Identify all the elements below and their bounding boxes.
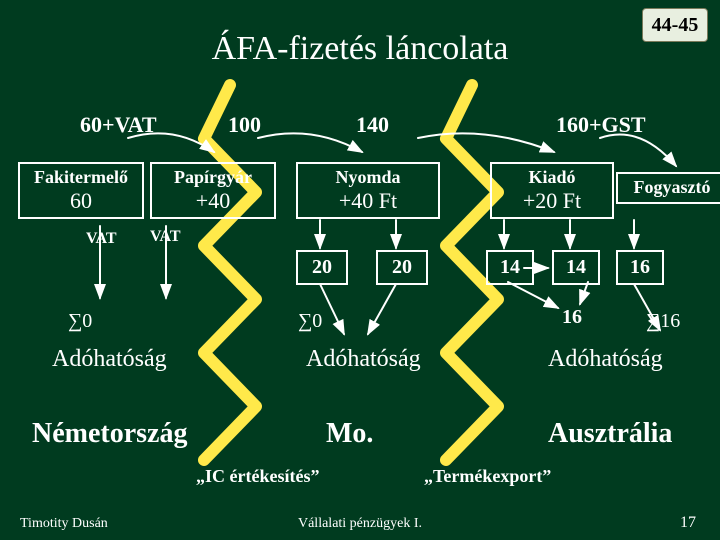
authority-hu: Adóhatóság bbox=[306, 346, 421, 373]
sum-left: ∑0 bbox=[68, 310, 92, 333]
country-germany: Németország bbox=[32, 418, 187, 450]
stage-value: 60 bbox=[26, 188, 136, 213]
country-australia: Ausztrália bbox=[548, 418, 672, 450]
stage-fakitermelo: Fakitermelő 60 bbox=[18, 162, 144, 219]
arrows-and-bolts-layer bbox=[0, 0, 720, 540]
slide-root: 44-45 ÁFA-fizetés láncolata 60+VAT 100 1… bbox=[0, 0, 720, 540]
authority-au: Adóhatóság bbox=[548, 346, 663, 373]
sum-right: ∑16 bbox=[646, 310, 680, 333]
authority-de: Adóhatóság bbox=[52, 346, 167, 373]
stage-name: Kiadó bbox=[498, 168, 606, 188]
stage-value: +20 Ft bbox=[498, 188, 606, 213]
stage-name: Papírgyár bbox=[158, 168, 268, 188]
vat-box-20b: 20 bbox=[376, 250, 428, 285]
footer-page-number: 17 bbox=[680, 514, 696, 532]
stage-fogyaszto: Fogyasztó bbox=[616, 172, 720, 204]
flow-price-140: 140 bbox=[356, 112, 389, 138]
label-ic-sale: „IC értékesítés” bbox=[196, 466, 319, 487]
vat-box-14a: 14 bbox=[486, 250, 534, 285]
vat-box-16: 16 bbox=[616, 250, 664, 285]
flow-price-100: 100 bbox=[228, 112, 261, 138]
flow-price-160gst: 160+GST bbox=[556, 112, 646, 138]
vat-box-20a: 20 bbox=[296, 250, 348, 285]
vat-label-1: VAT bbox=[86, 230, 117, 248]
flow-price-60vat: 60+VAT bbox=[80, 112, 157, 138]
slide-title: ÁFA-fizetés láncolata bbox=[0, 30, 720, 68]
stage-papirgyar: Papírgyár +40 bbox=[150, 162, 276, 219]
country-hungary: Mo. bbox=[326, 418, 373, 450]
stage-name: Nyomda bbox=[304, 168, 432, 188]
sum-mid: ∑0 bbox=[298, 310, 322, 333]
stage-value: +40 Ft bbox=[304, 188, 432, 213]
stage-kiado: Kiadó +20 Ft bbox=[490, 162, 614, 219]
footer-course: Vállalati pénzügyek I. bbox=[0, 516, 720, 532]
stage-name: Fogyasztó bbox=[624, 178, 720, 198]
stage-name: Fakitermelő bbox=[26, 168, 136, 188]
vat-label-2: VAT bbox=[150, 228, 181, 246]
net-16: 16 bbox=[562, 306, 582, 329]
label-export: „Termékexport” bbox=[424, 466, 551, 487]
stage-value: +40 bbox=[158, 188, 268, 213]
vat-box-14b: 14 bbox=[552, 250, 600, 285]
stage-nyomda: Nyomda +40 Ft bbox=[296, 162, 440, 219]
